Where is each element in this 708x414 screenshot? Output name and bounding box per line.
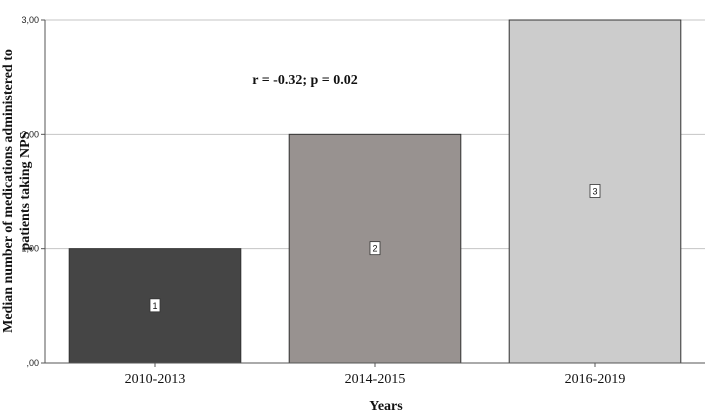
bar-value-label: 3 bbox=[589, 184, 601, 198]
x-tick-label: 2014-2015 bbox=[345, 372, 406, 387]
bars bbox=[68, 19, 682, 364]
bar-value-label-text: 3 bbox=[592, 187, 597, 197]
bar-value-labels: 1 2 3 bbox=[149, 184, 601, 313]
y-axis-title-line-1: Median number of medications administere… bbox=[1, 49, 16, 333]
bar-value-label-box bbox=[149, 298, 161, 313]
y-tick-label: 2,00 bbox=[21, 129, 39, 139]
bar-value-label-text: 2 bbox=[372, 244, 377, 254]
bar-value-label-text: 1 bbox=[152, 301, 157, 311]
bar-value-label: 2 bbox=[369, 241, 381, 256]
x-tick-label: 2016-2019 bbox=[565, 372, 626, 387]
y-tick-label: 1,00 bbox=[21, 244, 39, 254]
bar-value-label: 1 bbox=[149, 298, 161, 313]
x-axis-title: Years bbox=[369, 399, 403, 414]
y-axis-title: Median number of medications administere… bbox=[1, 49, 33, 333]
correlation-annotation: r = -0.32; p = 0.02 bbox=[252, 73, 358, 88]
y-tick-label: 3,00 bbox=[21, 15, 39, 25]
x-tick-labels: 2010-2013 2014-2015 2016-2019 bbox=[125, 363, 626, 387]
x-tick-label: 2010-2013 bbox=[125, 372, 186, 387]
y-tick-labels: ,00 1,00 2,00 3,00 bbox=[21, 15, 45, 368]
y-tick-label: ,00 bbox=[26, 358, 39, 368]
bar-value-label-box bbox=[589, 184, 601, 198]
bar-value-label-box bbox=[369, 241, 381, 256]
y-axis-title-line-2: patients taking NPS bbox=[18, 131, 33, 250]
